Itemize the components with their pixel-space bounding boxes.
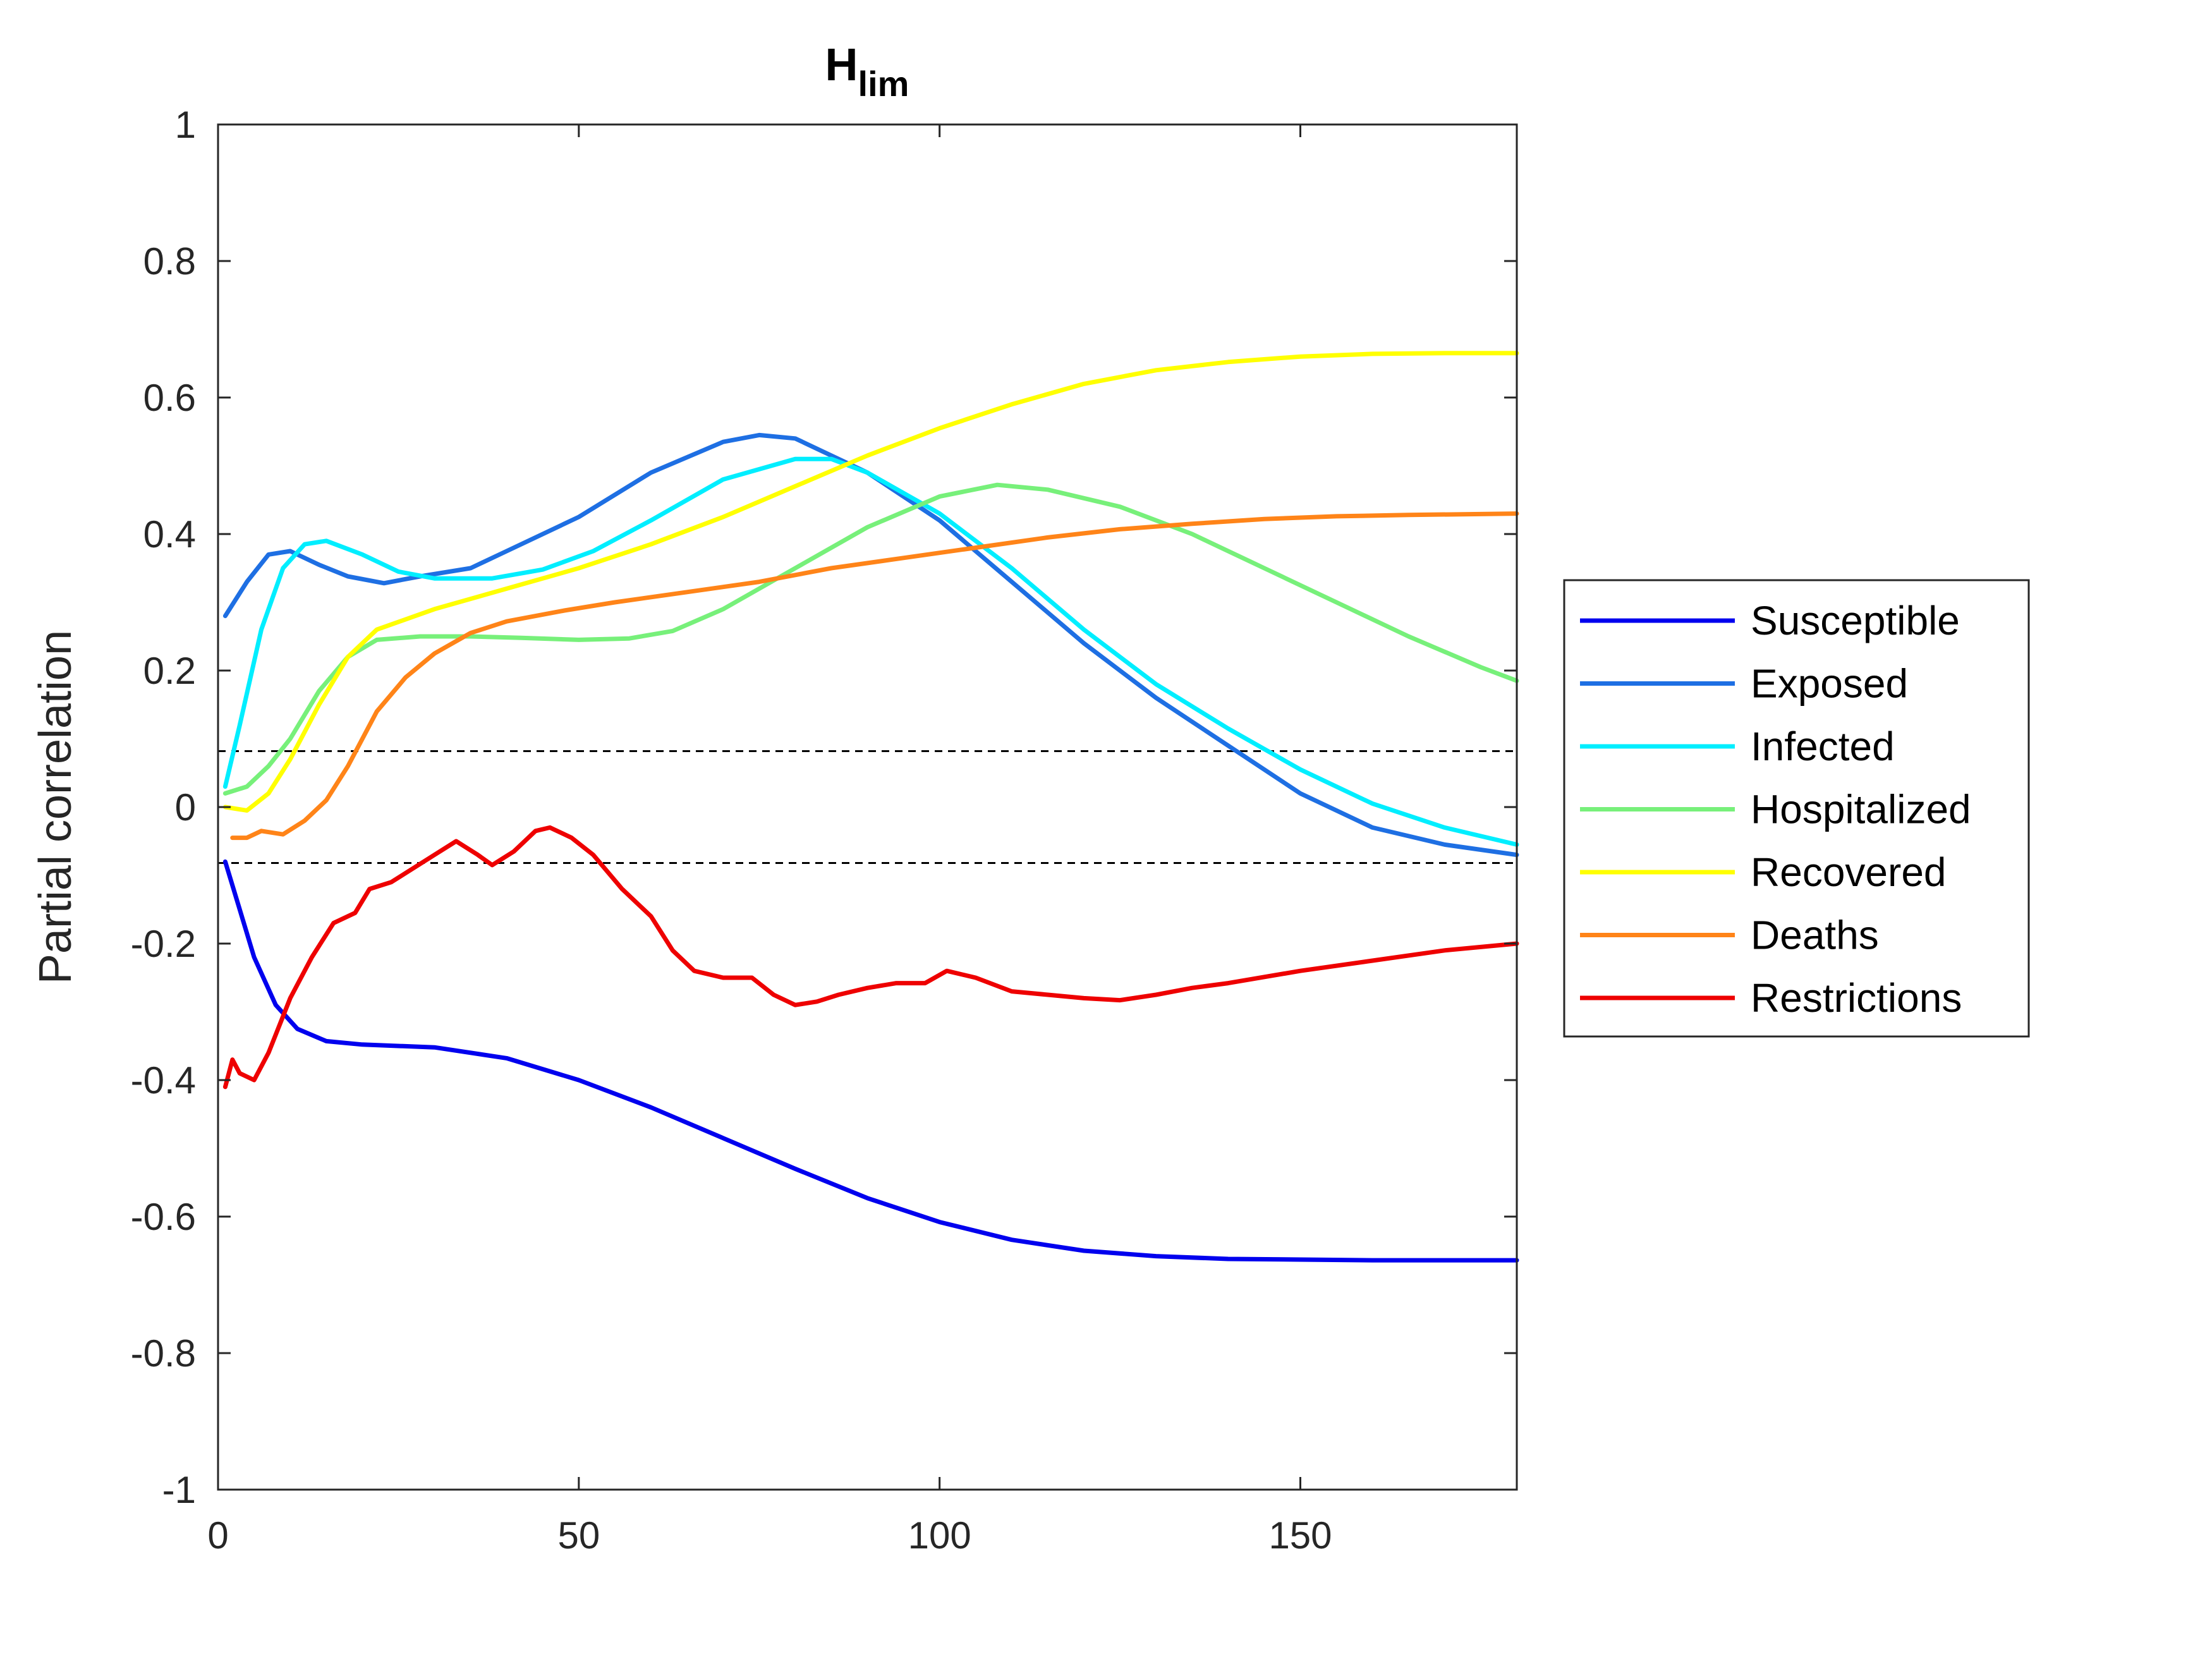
y-tick-label: 0.2: [143, 650, 196, 692]
legend-label-infected: Infected: [1751, 724, 1895, 769]
legend-label-hospitalized: Hospitalized: [1751, 787, 1971, 832]
y-tick-label: 0: [175, 786, 196, 829]
series-line-susceptible: [222, 859, 1519, 1263]
chart-title: Hlim: [825, 40, 909, 104]
x-tick-label: 0: [207, 1514, 228, 1557]
legend: Susceptible Exposed Infected Hospitalized Re…: [1563, 579, 2030, 1038]
series-line-exposed: [222, 432, 1519, 858]
legend-label-susceptible: Susceptible: [1751, 598, 1960, 643]
legend-label-exposed: Exposed: [1751, 661, 1908, 707]
y-tick-label: 1: [175, 104, 196, 146]
legend-label-restrictions: Restrictions: [1751, 975, 1962, 1021]
data-lines: [222, 351, 1519, 1263]
y-ticks: 1 0.8 0.6 0.4 0.2 0 -0.2 -0.4 -0.6 -0.8 -1: [131, 104, 1517, 1511]
legend-entries: Susceptible Exposed Infected Hospitalized Re…: [1580, 598, 1971, 1021]
y-tick-label: -0.2: [131, 923, 196, 965]
chart-title-subscript: lim: [858, 64, 909, 104]
y-tick-label: -0.4: [131, 1059, 196, 1102]
y-tick-label: -0.6: [131, 1196, 196, 1238]
legend-label-deaths: Deaths: [1751, 913, 1879, 958]
x-tick-label: 100: [908, 1514, 971, 1557]
x-tick-label: 50: [557, 1514, 600, 1557]
y-tick-label: 0.4: [143, 513, 196, 556]
y-tick-label: -0.8: [131, 1332, 196, 1375]
series-line-infected: [222, 456, 1519, 847]
y-tick-label: 0.8: [143, 240, 196, 283]
plot-area-background: [218, 125, 1517, 1490]
series-line-hospitalized: [222, 482, 1519, 796]
legend-label-recovered: Recovered: [1751, 849, 1947, 895]
series-line-restrictions: [222, 825, 1519, 1090]
y-tick-label: -1: [162, 1469, 196, 1511]
series-line-deaths: [230, 511, 1519, 841]
y-axis-label: Partial correlation: [30, 630, 81, 984]
x-ticks: 0 50 100 150: [207, 125, 1332, 1557]
chart-title-main: H: [825, 40, 858, 90]
y-tick-label: 0.6: [143, 377, 196, 419]
x-tick-label: 150: [1268, 1514, 1332, 1557]
series-line-recovered: [222, 351, 1519, 813]
reference-lines: [218, 750, 1517, 865]
